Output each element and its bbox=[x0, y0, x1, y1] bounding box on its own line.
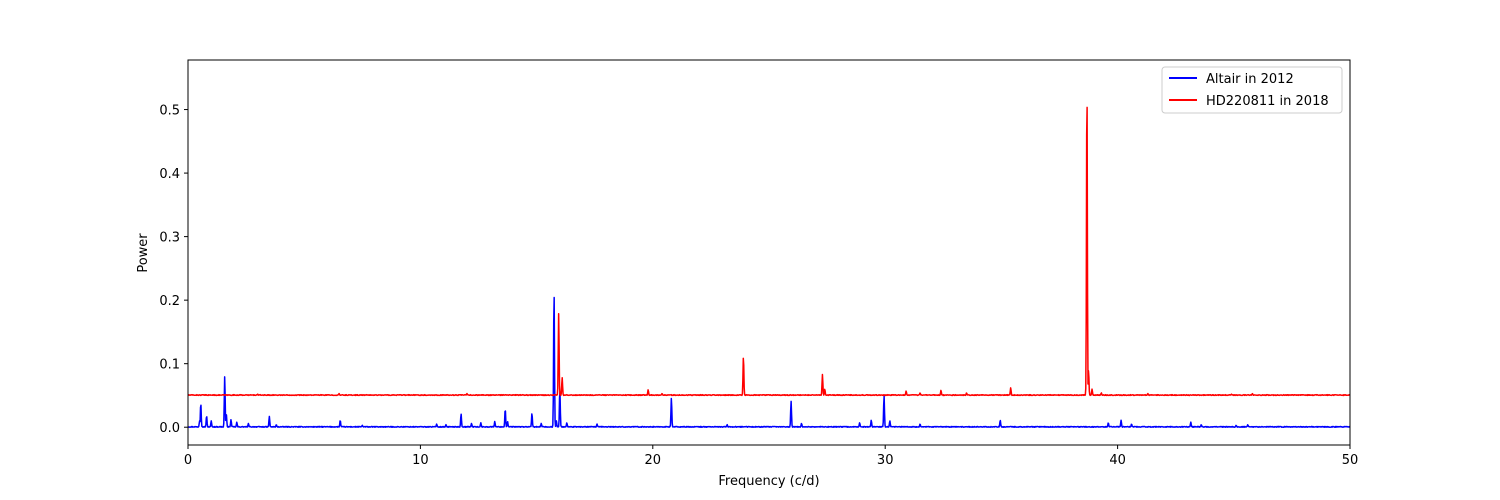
x-axis: 0 10 20 30 40 50 bbox=[184, 445, 1358, 468]
x-tick-label: 20 bbox=[645, 453, 662, 468]
x-tick-label: 10 bbox=[412, 453, 429, 468]
y-axis: 0.0 0.1 0.2 0.3 0.4 0.5 bbox=[159, 104, 188, 436]
y-tick-label: 0.4 bbox=[159, 167, 180, 182]
x-tick-label: 30 bbox=[877, 453, 894, 468]
x-tick-label: 0 bbox=[184, 453, 192, 468]
plot-frame bbox=[187, 59, 1351, 446]
legend-frame bbox=[1161, 66, 1343, 114]
y-tick-label: 0.0 bbox=[159, 421, 180, 436]
y-tick-label: 0.2 bbox=[159, 294, 180, 309]
x-axis-label: Frequency (c/d) bbox=[718, 474, 819, 489]
y-tick-label: 0.3 bbox=[159, 231, 180, 246]
legend-label-altair: Altair in 2012 bbox=[1206, 72, 1294, 87]
x-tick-label: 40 bbox=[1109, 453, 1126, 468]
y-axis-label: Power bbox=[136, 233, 151, 273]
y-tick-label: 0.1 bbox=[159, 358, 180, 373]
x-tick-label: 50 bbox=[1342, 453, 1359, 468]
series-line-altair bbox=[188, 296, 1350, 428]
legend: Altair in 2012 HD220811 in 2018 bbox=[1161, 66, 1343, 114]
legend-label-hd220811: HD220811 in 2018 bbox=[1206, 94, 1329, 109]
y-tick-label: 0.5 bbox=[159, 104, 180, 119]
series-group bbox=[188, 106, 1350, 428]
series-line-hd220811 bbox=[188, 106, 1350, 397]
